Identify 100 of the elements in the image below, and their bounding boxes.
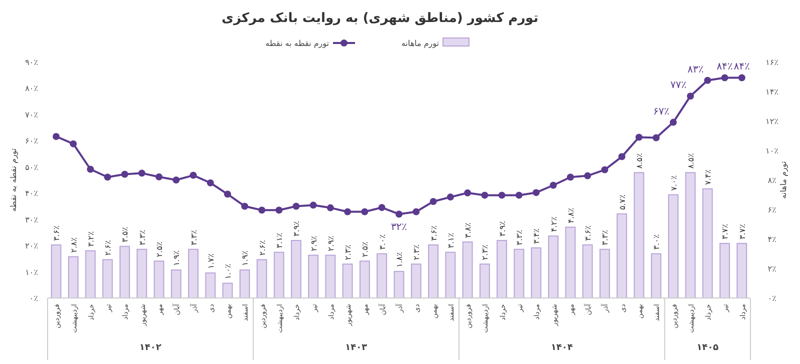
- y2-axis-title: تورم ماهانه: [779, 161, 788, 199]
- data-label: ۲.۳٪: [480, 244, 490, 260]
- point: [498, 192, 506, 199]
- data-label: ۳.۰٪: [378, 234, 387, 250]
- y-tick-label: ۶۰٪: [25, 136, 38, 146]
- bar: [702, 188, 713, 298]
- data-label: ۵.۷٪: [618, 194, 627, 210]
- y-tick-label: ۳۰٪: [25, 215, 38, 224]
- y-tick-label: ۹۰٪: [25, 58, 38, 67]
- point: [138, 170, 146, 177]
- point: [361, 208, 368, 216]
- data-label: ۸۴٪: [716, 62, 733, 73]
- bar: [102, 259, 113, 298]
- point: [670, 118, 677, 126]
- data-label: ۳.۹٪: [498, 221, 507, 236]
- legend-label: تورم نقطه به نقطه: [265, 39, 329, 48]
- point: [412, 208, 420, 216]
- data-label: ۸.۵٪: [686, 153, 696, 169]
- data-label: ۲.۹٪: [326, 236, 336, 252]
- point: [241, 202, 248, 210]
- data-label: ۳.۷٪: [738, 224, 747, 240]
- bar: [600, 248, 610, 298]
- data-label: ۴.۲٪: [549, 216, 558, 232]
- bar: [308, 254, 318, 298]
- data-label: ۳.۹٪: [292, 221, 302, 236]
- point: [206, 179, 214, 186]
- bar: [616, 213, 628, 298]
- data-label: ۳.۶٪: [52, 225, 62, 241]
- bar: [188, 248, 198, 298]
- bar: [736, 242, 748, 298]
- bar: [548, 236, 558, 298]
- bar: [410, 264, 422, 298]
- data-label: ۲.۳٪: [344, 244, 353, 260]
- bar: [85, 250, 96, 298]
- point: [190, 172, 197, 179]
- point: [310, 202, 317, 209]
- data-label: ۳.۴٪: [532, 228, 542, 244]
- text: ۱۴۰۲: [139, 343, 162, 353]
- bar: [360, 260, 370, 298]
- bar: [222, 282, 233, 298]
- bar: [514, 248, 524, 298]
- point: [396, 210, 402, 218]
- point: [156, 173, 162, 180]
- bar: [496, 240, 508, 298]
- bar: [650, 253, 662, 298]
- data-label: ۲.۵٪: [360, 242, 370, 258]
- data-label: ۷.۴٪: [704, 169, 713, 185]
- bar: [50, 244, 62, 298]
- data-label: ۳۲٪: [390, 222, 408, 234]
- y2-tick-label: ۰٪: [768, 294, 776, 303]
- bar: [462, 241, 473, 298]
- point: [430, 198, 437, 205]
- text: ۱۴۰۴: [550, 343, 574, 353]
- point: [721, 74, 728, 82]
- data-label: ۳.۶٪: [584, 225, 593, 241]
- bar: [634, 172, 644, 298]
- bar: [120, 246, 130, 298]
- y2-tick-label: ۸٪: [768, 176, 776, 185]
- bar: [445, 252, 456, 298]
- data-label: ۳.۳٪: [138, 230, 147, 246]
- point: [344, 208, 352, 216]
- point: [481, 192, 488, 199]
- point: [121, 170, 128, 178]
- data-label: ۳.۳٪: [189, 230, 198, 246]
- y2-tick-label: ۶٪: [768, 206, 776, 214]
- chart-title: تورم کشور (مناطق شهری) به روایت بانک مرکزی: [222, 11, 538, 26]
- data-label: ۱.۷٪: [206, 253, 216, 269]
- data-label: ۲.۶٪: [104, 240, 113, 256]
- point: [686, 92, 694, 100]
- bar: [376, 253, 388, 298]
- bar: [582, 244, 593, 298]
- bar: [274, 252, 284, 298]
- point: [532, 189, 540, 196]
- data-label: ۲.۶٪: [258, 240, 267, 256]
- point: [86, 166, 94, 173]
- data-label: ۱.۹٪: [240, 250, 250, 266]
- point: [446, 194, 454, 201]
- bar: [530, 247, 542, 298]
- point: [326, 204, 334, 212]
- data-label: ۱.۰٪: [224, 264, 233, 280]
- data-label: ۲.۵٪: [155, 242, 164, 258]
- point: [516, 192, 522, 199]
- legend-label: تورم ماهانه: [401, 39, 439, 48]
- data-label: ۳.۷٪: [720, 224, 730, 240]
- data-label: ۲.۳٪: [412, 244, 422, 260]
- point: [584, 172, 592, 180]
- data-label: ۲.۹٪: [309, 236, 318, 252]
- bar: [205, 272, 216, 298]
- y2-tick-label: ۱۴٪: [766, 88, 778, 96]
- point: [738, 74, 746, 82]
- data-label: ۳.۱٪: [446, 232, 456, 248]
- point: [104, 174, 112, 181]
- data-label: ۳.۶٪: [429, 225, 438, 241]
- bar: [170, 269, 182, 298]
- bar: [290, 240, 302, 298]
- point: [258, 206, 266, 214]
- point: [704, 76, 712, 84]
- data-label: ۳.۱٪: [275, 232, 284, 248]
- bar: [720, 242, 730, 298]
- bar: [325, 254, 336, 298]
